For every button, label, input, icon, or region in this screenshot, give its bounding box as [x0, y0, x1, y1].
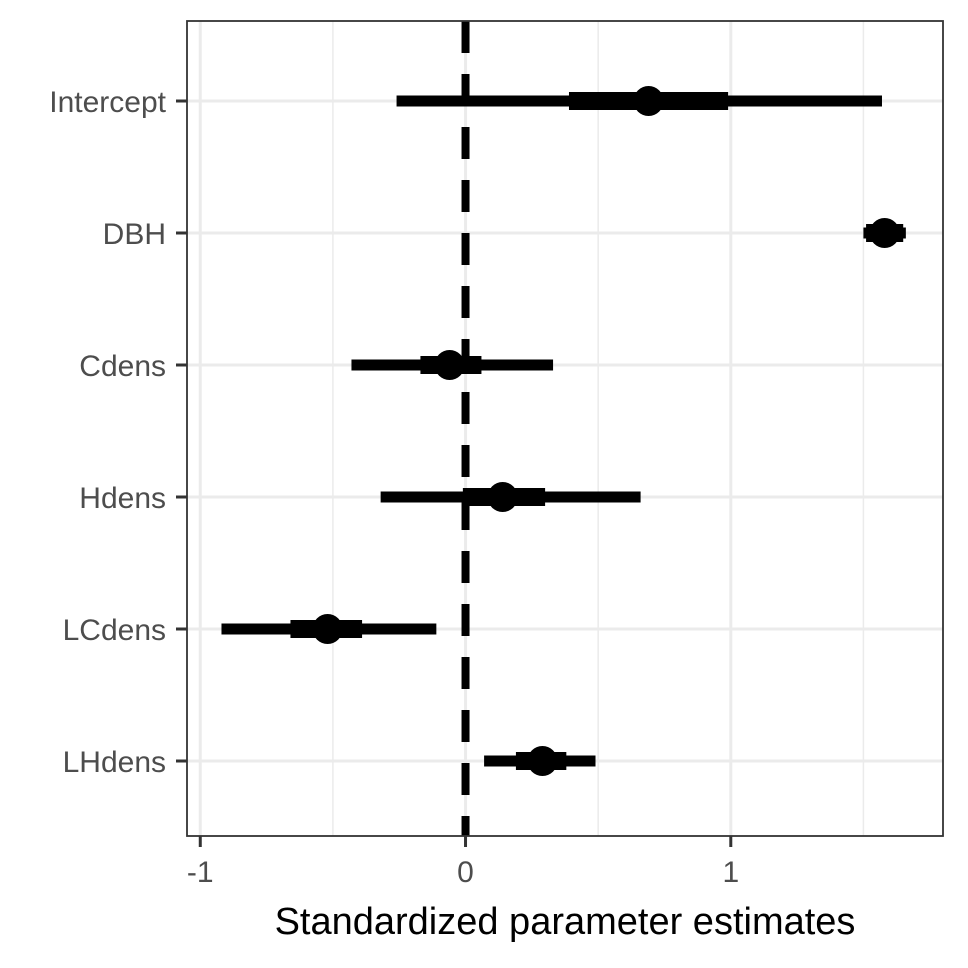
estimate-point-Hdens	[487, 482, 518, 512]
panel-border	[186, 20, 944, 837]
x-tick-label: -1	[187, 856, 214, 889]
x-tick-label: 1	[722, 856, 739, 889]
x-tick-label: 0	[457, 856, 474, 889]
estimate-point-DBH	[869, 218, 900, 248]
estimate-point-LHdens	[527, 746, 558, 776]
y-axis: Intercept DBH Cdens Hdens LCdens LHdens	[49, 86, 187, 779]
estimate-point-Intercept	[633, 86, 664, 116]
y-tick-label: Cdens	[79, 350, 166, 383]
y-tick-label: LHdens	[63, 746, 166, 779]
y-tick-label: LCdens	[63, 614, 166, 647]
y-tick-label: Hdens	[79, 482, 166, 515]
x-axis-title: Standardized parameter estimates	[275, 901, 856, 943]
y-tick-label: Intercept	[49, 86, 166, 119]
estimate-marks	[221, 86, 906, 776]
x-axis: -1 0 1	[187, 836, 739, 889]
y-tick-label: DBH	[103, 218, 166, 251]
estimate-point-Cdens	[434, 350, 465, 380]
estimate-point-LCdens	[312, 614, 343, 644]
